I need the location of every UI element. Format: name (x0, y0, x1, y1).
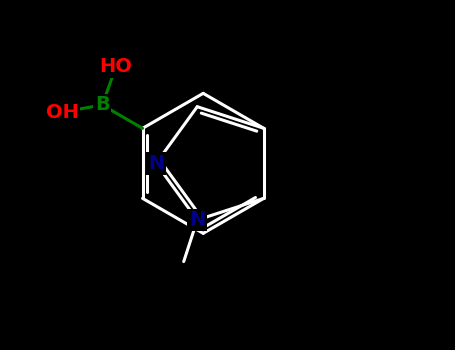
Text: B: B (95, 96, 110, 114)
Text: HO: HO (100, 57, 132, 76)
Text: N: N (148, 154, 164, 173)
Text: N: N (189, 210, 205, 230)
Text: OH: OH (46, 103, 78, 121)
